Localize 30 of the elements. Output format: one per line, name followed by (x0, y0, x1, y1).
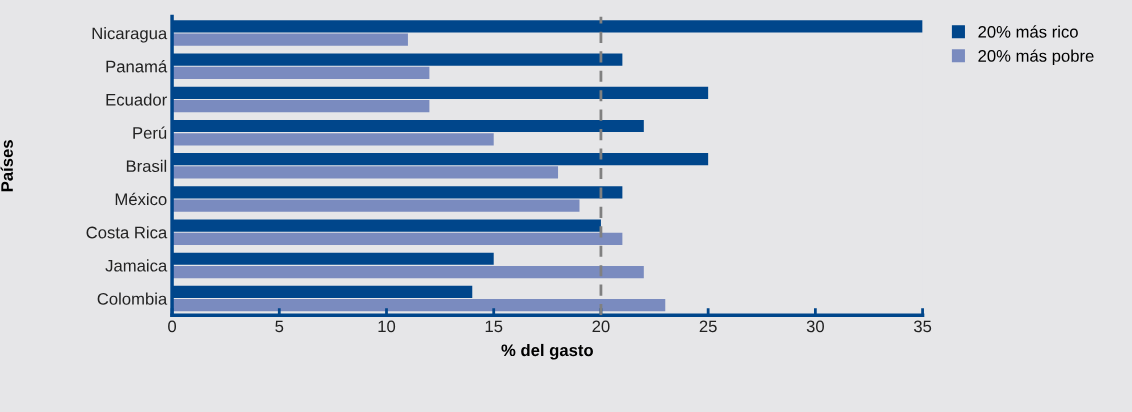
legend-label: 20% más rico (978, 25, 1078, 38)
x-tick-label: 30 (806, 320, 824, 333)
y-tick-label: México (115, 192, 167, 206)
bar (172, 299, 666, 312)
bar (172, 265, 644, 279)
y-tick-label: Ecuador (106, 93, 167, 106)
x-tick-label: 20 (592, 320, 610, 333)
y-axis-title: Países (0, 140, 13, 192)
bar (172, 133, 494, 146)
bar (172, 99, 430, 113)
x-tick-label: 15 (485, 320, 503, 333)
y-tick-label: Costa Rica (86, 226, 168, 239)
y-tick-label: Nicaragua (92, 27, 168, 43)
y-tick-label: Panamá (106, 60, 168, 73)
bar (172, 166, 559, 179)
y-tick-label: Brasil (126, 159, 167, 173)
bar (172, 66, 430, 80)
x-axis-title: % del gasto (501, 343, 593, 360)
y-tick-label: Perú (133, 126, 167, 139)
legend-label: 20% más pobre (978, 49, 1094, 66)
x-tick-label: 25 (699, 320, 717, 333)
y-tick-label: Colombia (97, 292, 168, 305)
x-tick-label: 0 (168, 320, 177, 333)
x-tick-label: 35 (913, 320, 932, 333)
x-tick-label: 5 (275, 320, 284, 333)
x-tick-label: 10 (378, 320, 396, 333)
bar (172, 199, 580, 212)
bar (172, 232, 623, 245)
bar (172, 33, 408, 46)
y-tick-label: Jamaica (105, 259, 168, 272)
